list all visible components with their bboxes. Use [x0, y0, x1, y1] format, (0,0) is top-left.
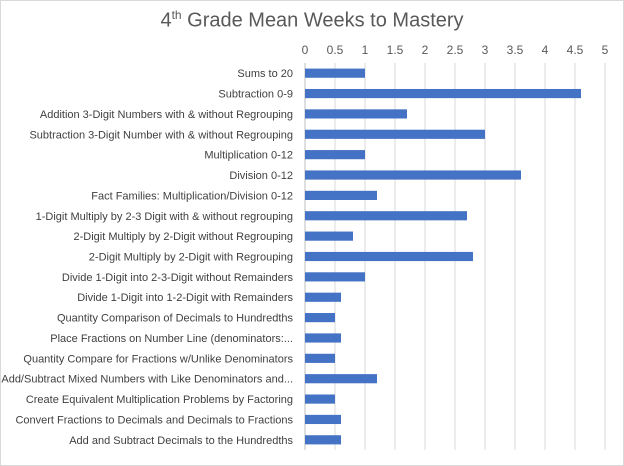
bar	[305, 251, 473, 262]
category-labels: Sums to 20 Subtraction 0-9 Addition 3-Digi…	[1, 68, 293, 447]
category-label: Quantity Compare for Fractions w/Unlike …	[23, 353, 293, 365]
bar	[305, 211, 467, 221]
x-tick-label: 2	[422, 43, 429, 57]
category-label: Division 0-12	[229, 170, 293, 182]
category-label: Add and Subtract Decimals to the Hundred…	[69, 435, 293, 447]
category-label: Create Equivalent Multiplication Problem…	[26, 394, 293, 406]
bar	[305, 68, 365, 78]
bar	[305, 190, 377, 200]
bar	[305, 374, 377, 384]
category-label: Sums to 20	[237, 68, 293, 80]
chart-title-superscript: th	[171, 8, 182, 22]
x-tick-label: 4	[542, 43, 549, 57]
chart-title: 4th Grade Mean Weeks to Mastery	[0, 8, 624, 33]
x-axis-ticks: 0 0.5 1 1.5 2 2.5 3 3.5 4 4.5 5	[302, 43, 609, 57]
bar	[305, 313, 335, 323]
bar	[305, 170, 521, 180]
bar	[305, 109, 407, 119]
bar	[305, 88, 581, 99]
bar	[305, 150, 365, 160]
chart-title-rest: Grade Mean Weeks to Mastery	[181, 9, 464, 32]
x-tick-label: 3	[482, 43, 489, 57]
category-label: Subtraction 0-9	[218, 89, 293, 101]
bar	[305, 292, 341, 302]
category-label: Subtraction 3-Digit Number with & withou…	[29, 129, 293, 141]
bar	[305, 435, 341, 445]
category-label: Addition 3-Digit Numbers with & without …	[40, 109, 293, 121]
x-tick-label: 2.5	[447, 43, 464, 57]
x-tick-label: 0.5	[327, 43, 344, 57]
bar	[305, 333, 341, 343]
category-label: Multiplication 0-12	[204, 150, 293, 162]
category-label: 2-Digit Multiply by 2-Digit without Regr…	[74, 231, 293, 243]
bars	[305, 68, 581, 445]
x-tick-label: 3.5	[507, 43, 524, 57]
category-label: 1-Digit Multiply by 2-3 Digit with & wit…	[36, 211, 293, 223]
category-label: Divide 1-Digit into 2-3-Digit without Re…	[62, 272, 294, 284]
bar	[305, 353, 335, 363]
category-label: Convert Fractions to Decimals and Decima…	[15, 414, 293, 426]
x-tick-label: 5	[602, 43, 609, 57]
category-label: Divide 1-Digit into 1-2-Digit with Remai…	[77, 292, 293, 304]
x-tick-label: 0	[302, 43, 309, 57]
category-label: 2-Digit Multiply by 2-Digit with Regroup…	[89, 252, 293, 264]
bar	[305, 414, 341, 425]
chart-title-main: 4	[160, 9, 172, 32]
category-label: Quantity Comparison of Decimals to Hundr…	[57, 313, 293, 325]
bar	[305, 129, 485, 139]
x-tick-label: 1	[362, 43, 369, 57]
bar	[305, 272, 365, 282]
category-label: Place Fractions on Number Line (denomina…	[50, 333, 293, 345]
bar	[305, 231, 353, 241]
category-label: Fact Families: Multiplication/Division 0…	[91, 190, 293, 202]
x-tick-label: 4.5	[567, 43, 584, 57]
category-label: Add/Subtract Mixed Numbers with Like Den…	[1, 374, 293, 386]
bar	[305, 394, 335, 404]
x-tick-label: 1.5	[387, 43, 404, 57]
